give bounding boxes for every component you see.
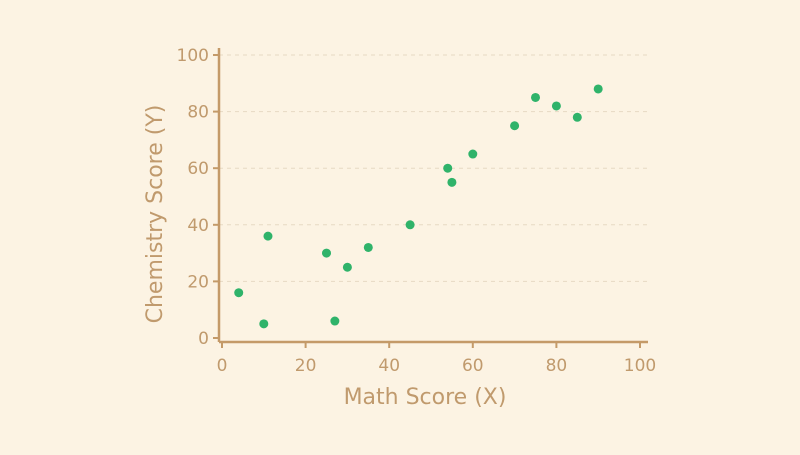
data-point-11 xyxy=(510,121,520,131)
data-point-4 xyxy=(330,316,340,326)
x-axis-label: Math Score (X) xyxy=(344,385,507,410)
axis-layer xyxy=(217,48,648,344)
data-point-7 xyxy=(405,220,415,230)
x-tick-label-4: 80 xyxy=(546,356,568,376)
y-tick-label-5: 100 xyxy=(177,46,209,66)
data-point-13 xyxy=(551,101,561,111)
y-axis-label: Chemistry Score (Y) xyxy=(143,105,168,324)
data-point-2 xyxy=(263,231,273,241)
data-point-5 xyxy=(342,262,352,272)
data-point-1 xyxy=(259,319,269,329)
y-tick-label-0: 0 xyxy=(198,329,209,349)
y-tick-label-4: 80 xyxy=(187,103,209,123)
x-tick-label-2: 40 xyxy=(378,356,400,376)
data-point-8 xyxy=(443,163,453,173)
x-tick-label-5: 100 xyxy=(624,356,656,376)
x-tick-label-1: 20 xyxy=(295,356,317,376)
x-tick-label-3: 60 xyxy=(462,356,484,376)
x-tick-label-0: 0 xyxy=(217,356,228,376)
data-point-14 xyxy=(572,112,582,122)
y-tick-label-3: 60 xyxy=(187,159,209,179)
tick-layer: 0 20 40 60 80 100 0 20 40 60 80 100 xyxy=(177,46,657,376)
data-point-6 xyxy=(363,242,373,252)
y-tick-label-1: 20 xyxy=(187,272,209,292)
data-point-3 xyxy=(322,248,331,258)
data-point-9 xyxy=(447,177,457,187)
point-layer xyxy=(234,84,603,329)
y-tick-label-2: 40 xyxy=(187,216,209,236)
grid-layer xyxy=(219,54,648,282)
data-point-15 xyxy=(593,84,603,94)
data-point-10 xyxy=(468,149,478,159)
data-point-0 xyxy=(234,288,244,298)
data-point-12 xyxy=(531,92,540,102)
